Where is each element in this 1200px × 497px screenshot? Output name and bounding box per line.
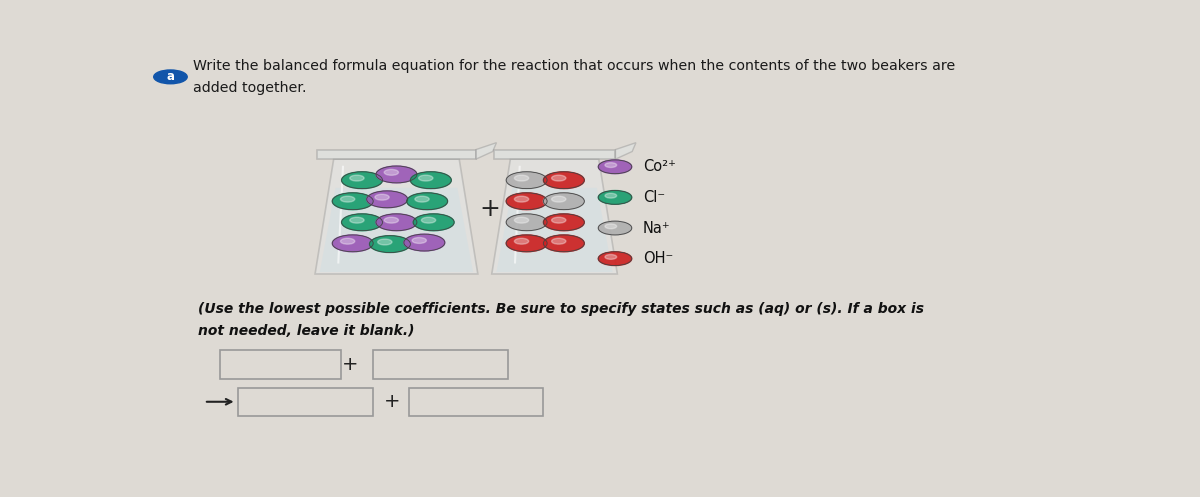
- Polygon shape: [317, 150, 476, 159]
- Circle shape: [370, 236, 410, 252]
- Circle shape: [599, 190, 631, 204]
- Polygon shape: [497, 188, 613, 272]
- Circle shape: [332, 193, 373, 210]
- Polygon shape: [316, 159, 478, 274]
- Circle shape: [376, 166, 416, 183]
- Polygon shape: [319, 188, 473, 272]
- Text: a: a: [167, 71, 174, 83]
- Circle shape: [506, 172, 547, 188]
- Circle shape: [410, 172, 451, 188]
- Text: Na⁺: Na⁺: [643, 221, 671, 236]
- Circle shape: [544, 235, 584, 252]
- Circle shape: [404, 234, 445, 251]
- Text: +: +: [342, 355, 358, 374]
- Circle shape: [384, 217, 398, 223]
- Circle shape: [413, 214, 454, 231]
- Circle shape: [342, 172, 383, 188]
- Circle shape: [599, 160, 631, 173]
- Circle shape: [506, 193, 547, 210]
- Circle shape: [515, 238, 529, 244]
- Circle shape: [374, 194, 389, 200]
- Circle shape: [367, 191, 408, 208]
- Circle shape: [419, 175, 433, 181]
- Circle shape: [412, 238, 426, 244]
- Circle shape: [605, 163, 617, 167]
- Circle shape: [506, 214, 547, 231]
- Text: Write the balanced formula equation for the reaction that occurs when the conten: Write the balanced formula equation for …: [193, 59, 955, 95]
- Polygon shape: [492, 159, 617, 274]
- Circle shape: [421, 217, 436, 223]
- Circle shape: [544, 172, 584, 188]
- Polygon shape: [493, 150, 616, 159]
- Circle shape: [552, 175, 566, 181]
- Circle shape: [552, 217, 566, 223]
- Polygon shape: [616, 143, 636, 159]
- Text: Cl⁻: Cl⁻: [643, 190, 665, 205]
- Circle shape: [605, 193, 617, 198]
- Circle shape: [599, 252, 631, 265]
- FancyBboxPatch shape: [373, 350, 508, 379]
- Circle shape: [515, 175, 529, 181]
- Circle shape: [544, 214, 584, 231]
- Circle shape: [544, 193, 584, 210]
- Circle shape: [605, 254, 617, 259]
- Circle shape: [599, 221, 631, 235]
- Circle shape: [378, 239, 392, 245]
- Circle shape: [552, 238, 566, 244]
- FancyBboxPatch shape: [220, 350, 341, 379]
- Text: OH⁻: OH⁻: [643, 251, 673, 266]
- Circle shape: [552, 196, 566, 202]
- FancyBboxPatch shape: [408, 388, 544, 416]
- Circle shape: [342, 214, 383, 231]
- Text: (Use the lowest possible coefficients. Be sure to specify states such as (aq) or: (Use the lowest possible coefficients. B…: [198, 302, 924, 338]
- Text: +: +: [479, 197, 500, 221]
- Circle shape: [332, 235, 373, 252]
- Circle shape: [376, 214, 416, 231]
- FancyBboxPatch shape: [239, 388, 373, 416]
- Circle shape: [515, 217, 529, 223]
- Text: +: +: [384, 392, 400, 411]
- Circle shape: [349, 175, 364, 181]
- Circle shape: [341, 196, 355, 202]
- Circle shape: [515, 196, 529, 202]
- Circle shape: [341, 238, 355, 244]
- Circle shape: [415, 196, 430, 202]
- Polygon shape: [476, 143, 497, 159]
- Circle shape: [407, 193, 448, 210]
- Circle shape: [349, 217, 364, 223]
- Circle shape: [154, 70, 187, 84]
- Circle shape: [605, 224, 617, 229]
- Circle shape: [384, 169, 398, 175]
- Text: Co²⁺: Co²⁺: [643, 160, 676, 174]
- Circle shape: [506, 235, 547, 252]
